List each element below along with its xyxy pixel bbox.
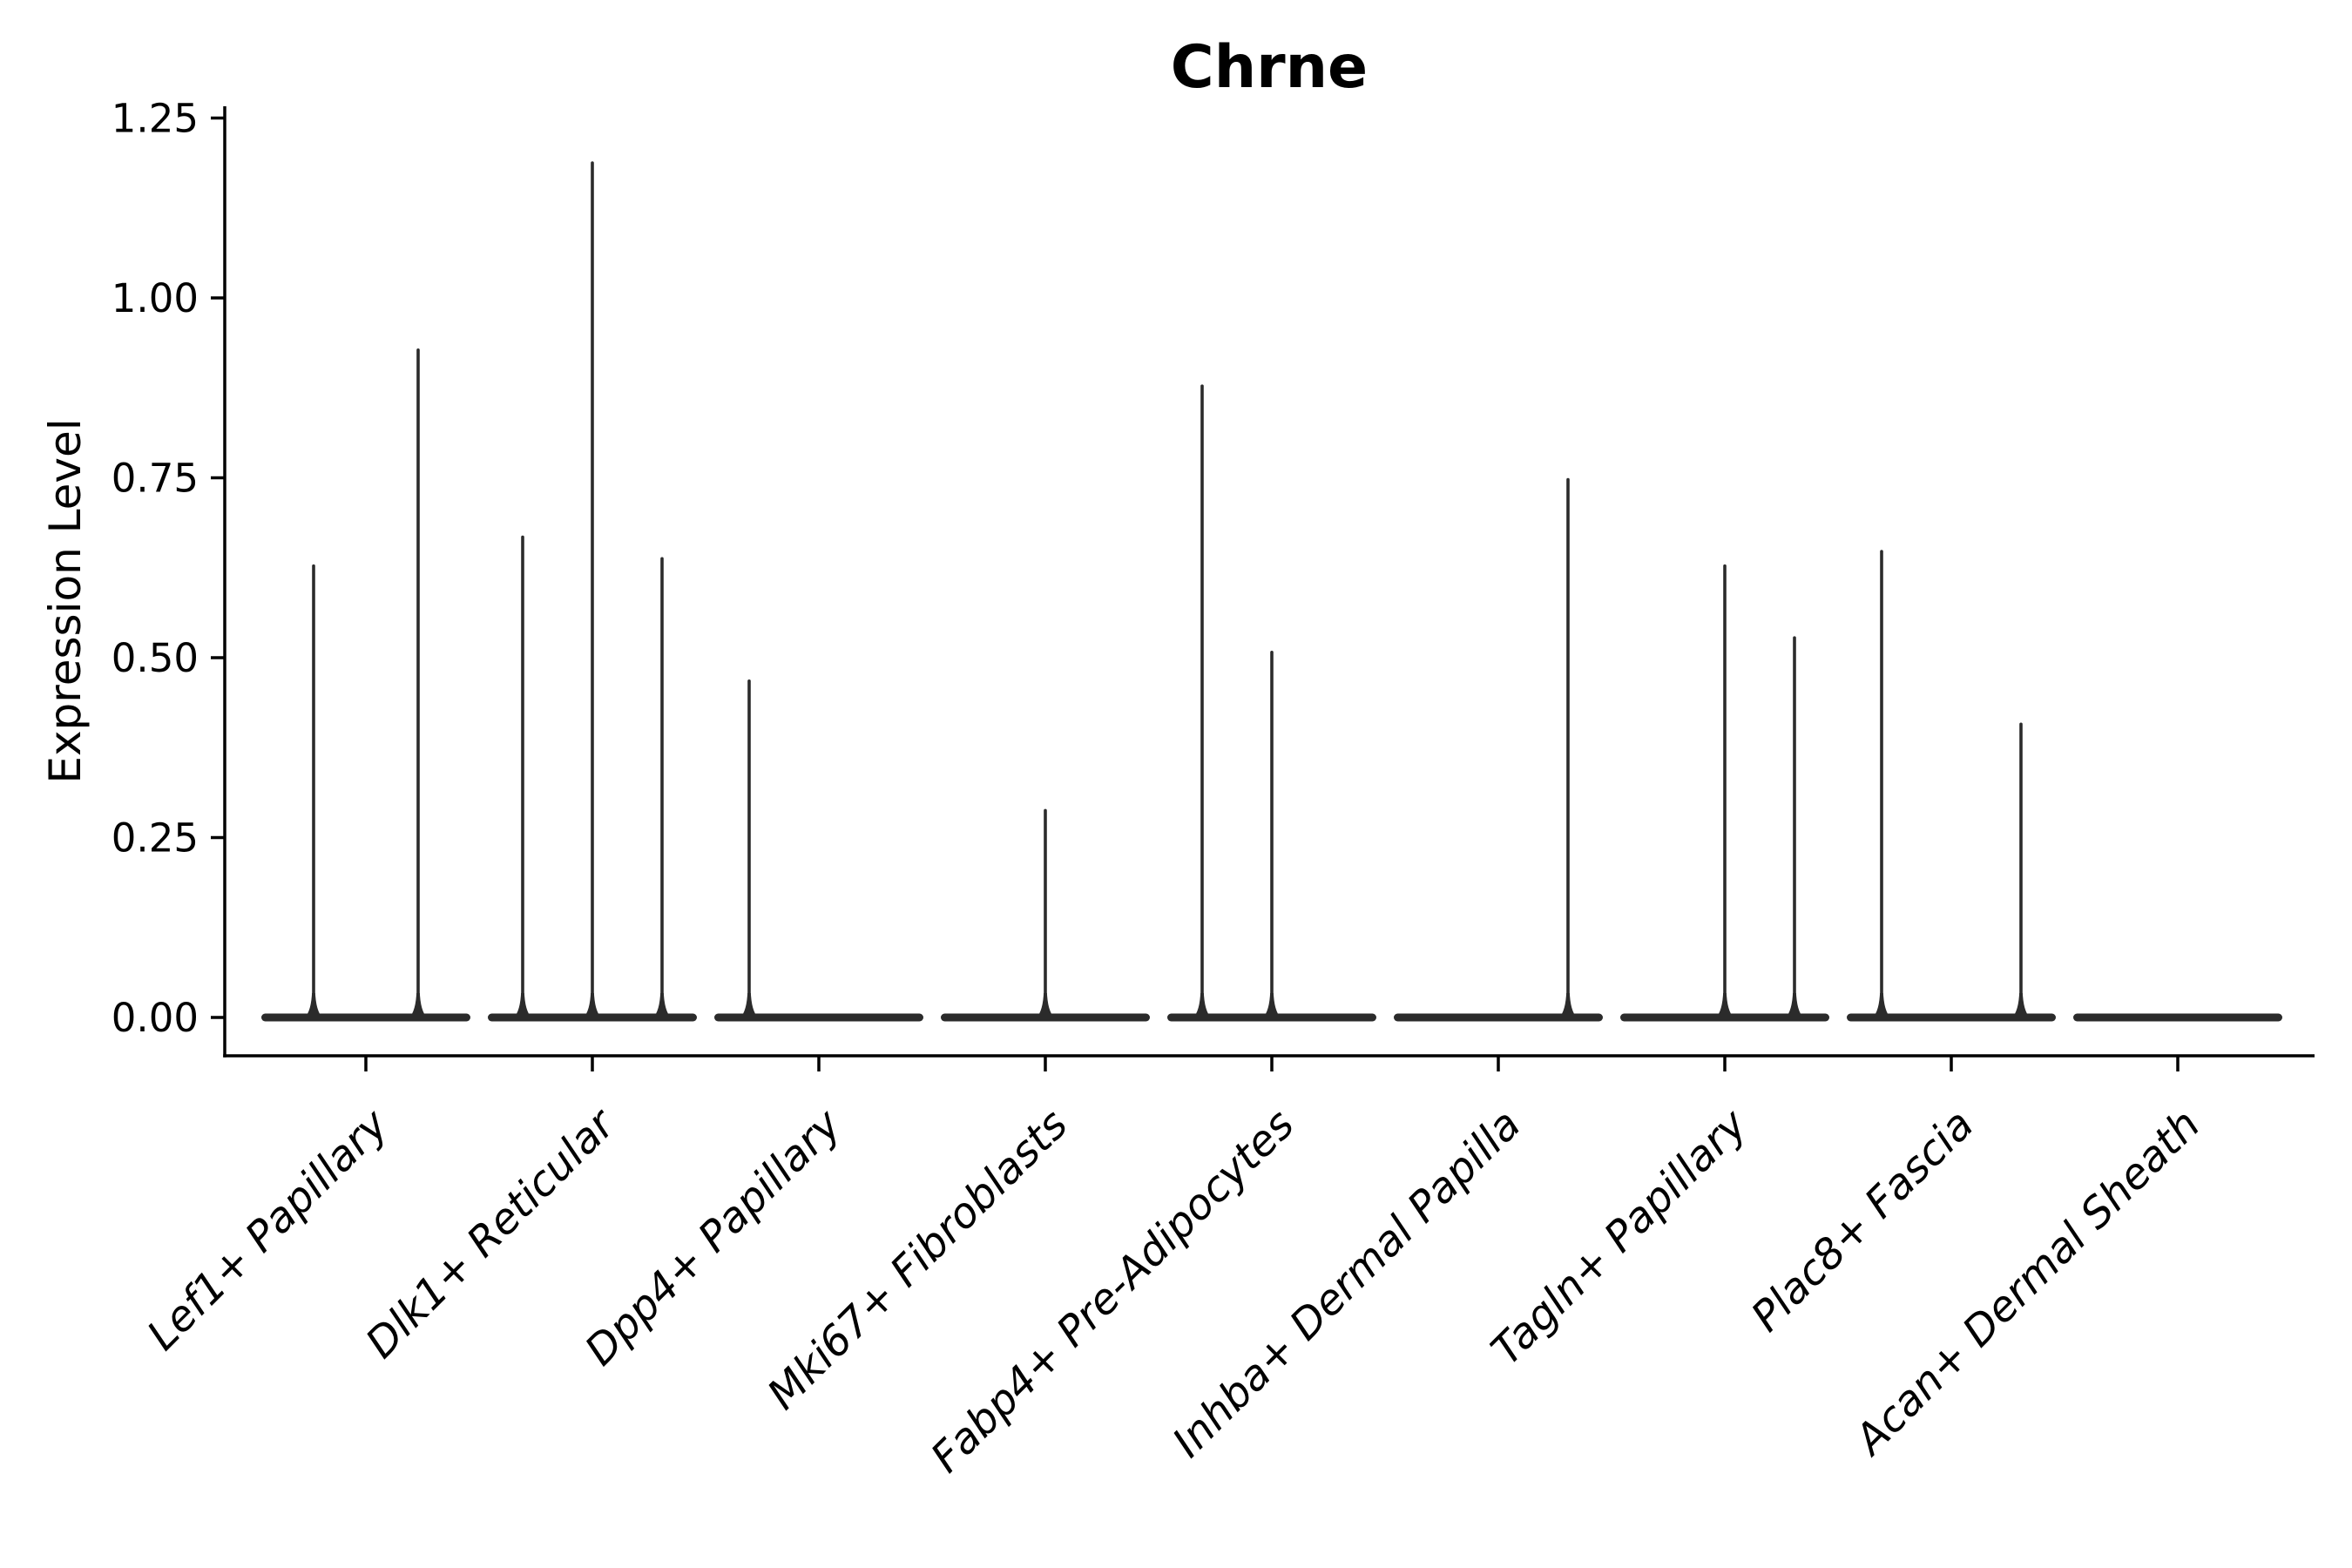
- y-tick-label: 1.00: [112, 275, 199, 321]
- violin-baseline: [2073, 1013, 2282, 1022]
- y-axis-ticks: 0.00 0.25 0.50 0.75 1.00 1.25: [112, 96, 225, 1041]
- violin-flare: [2010, 993, 2032, 1020]
- y-tick-label: 0.00: [112, 995, 199, 1041]
- violin-baseline: [261, 1013, 470, 1022]
- violin-flare: [1034, 993, 1057, 1020]
- violin-flare: [1557, 993, 1579, 1020]
- violin-flare: [1191, 993, 1213, 1020]
- violin-baseline: [1847, 1013, 2056, 1022]
- y-tick-label: 0.50: [112, 635, 199, 681]
- violin-flare: [651, 993, 673, 1020]
- violin-flare: [738, 993, 760, 1020]
- violins: [261, 161, 2282, 1022]
- plot-title: Chrne: [1171, 33, 1368, 102]
- violin-flare: [407, 993, 429, 1020]
- x-tick-label: Dlk1+ Reticular: [356, 1098, 626, 1369]
- violin-flare: [1870, 993, 1893, 1020]
- y-tick-label: 0.75: [112, 456, 199, 502]
- violin-flare: [1713, 993, 1736, 1020]
- violin-flare: [302, 993, 325, 1020]
- violin-flare: [511, 993, 534, 1020]
- x-tick-label: Plac8+ Fascia: [1742, 1100, 1984, 1342]
- violin-flare: [1260, 993, 1283, 1020]
- violin-flare: [581, 993, 604, 1020]
- x-tick-label: Fabp4+ Pre-Adipocytes: [922, 1100, 1304, 1483]
- violin-flare: [1783, 993, 1806, 1020]
- x-tick-label: Lef1+ Papillary: [138, 1099, 398, 1360]
- violin-baseline: [1394, 1013, 1603, 1022]
- y-axis-label: Expression Level: [40, 418, 91, 783]
- violin-baseline: [714, 1013, 923, 1022]
- y-tick-label: 1.25: [112, 96, 199, 142]
- y-tick-label: 0.25: [112, 815, 199, 862]
